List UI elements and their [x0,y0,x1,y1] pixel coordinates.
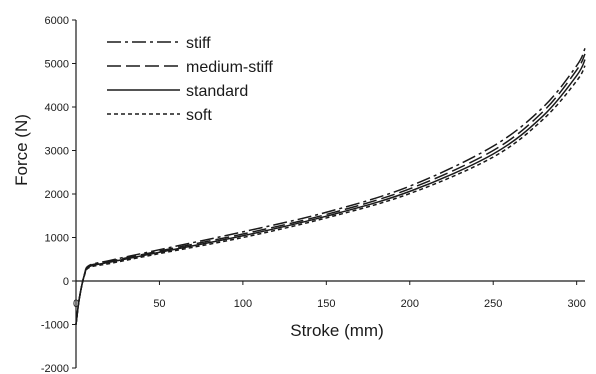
legend-label-soft: soft [186,107,212,124]
x-tick-label: 50 [153,298,165,310]
y-axis-label: Force (N) [12,114,31,186]
x-tick-label: 0 [73,298,79,310]
legend-label-stiff: stiff [186,35,211,52]
y-tick-label: 3000 [45,146,69,158]
y-tick-label: 5000 [45,59,69,71]
y-tick-label: 2000 [45,189,69,201]
x-tick-label: 250 [484,298,502,310]
x-tick-label: 300 [567,298,585,310]
legend-label-standard: standard [186,83,248,100]
series-line-soft [75,65,586,325]
x-tick-label: 100 [234,298,252,310]
y-tick-label: -2000 [41,363,69,374]
x-tick-label: 200 [401,298,419,310]
y-tick-label: 6000 [45,15,69,27]
series-lines [75,47,586,325]
y-tick-label: 1000 [45,233,69,245]
y-tick-label: -1000 [41,320,69,332]
x-tick-label: 150 [317,298,335,310]
legend: stiff medium-stiff standard soft [107,35,273,124]
axes: -2000 -1000 0 1000 2000 3000 4000 5000 6000 0 50 10… [41,15,586,374]
y-tick-label: 0 [63,276,69,288]
x-axis-label: Stroke (mm) [290,321,384,340]
y-tick-label: 4000 [45,102,69,114]
series-line-standard [75,59,586,325]
series-line-medium-stiff [75,53,586,325]
legend-label-medium-stiff: medium-stiff [186,59,273,76]
